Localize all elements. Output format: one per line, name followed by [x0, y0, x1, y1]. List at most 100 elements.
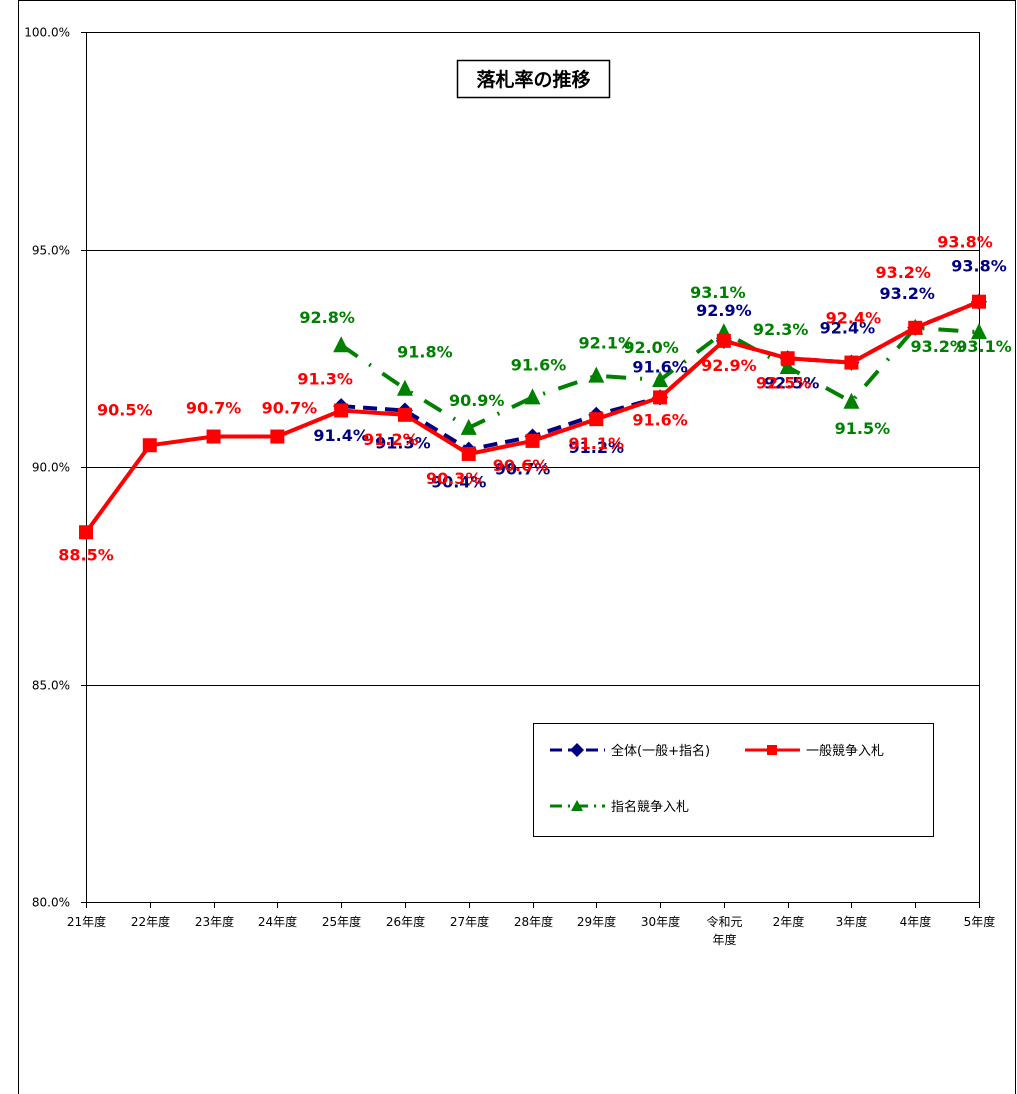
x-tick-label: 4年度: [900, 914, 932, 929]
legend-item-general: 一般競争入札: [745, 743, 884, 759]
data-label-layer: 91.4% 91.3%90.4%90.7%91.2%91.6%92.9%92.5%…: [58, 233, 1012, 565]
data-label: 91.1%: [569, 434, 625, 453]
data-point-square: [780, 351, 795, 366]
data-label: 91.6%: [632, 410, 688, 429]
x-tick-label: 令和元: [706, 914, 742, 929]
chart-title-frame: [456, 59, 611, 99]
data-point-triangle: [843, 392, 860, 409]
legend-triangle-icon: [571, 800, 583, 811]
legend-diamond-icon: [570, 743, 584, 757]
data-label: 88.5%: [58, 545, 114, 564]
data-label: 93.1%: [956, 337, 1012, 356]
data-label: 90.6%: [493, 456, 549, 475]
data-label: 90.7%: [186, 399, 242, 418]
data-label: 91.6%: [511, 355, 567, 374]
y-tick-label: 95.0%: [32, 244, 70, 258]
data-point-triangle: [460, 418, 477, 435]
data-label: 93.2%: [910, 337, 966, 356]
data-label: 91.2%: [363, 430, 419, 449]
data-label: 91.6%: [632, 357, 688, 376]
data-label: 90.5%: [97, 400, 153, 419]
data-point-square: [270, 429, 285, 444]
y-tick-label: 100.0%: [24, 26, 70, 40]
x-tick-label: 年度: [712, 932, 736, 947]
x-tick-label: 22年度: [131, 914, 170, 929]
data-label: 91.4%: [313, 426, 369, 445]
series-layer: [79, 293, 987, 540]
data-label: 91.8%: [397, 343, 453, 362]
data-point-square: [908, 320, 923, 335]
x-tick-label: 24年度: [258, 914, 297, 929]
data-label: 92.5%: [756, 373, 812, 392]
y-tick-label: 80.0%: [32, 896, 70, 910]
data-label: 92.3%: [753, 320, 809, 339]
x-tick-label: 23年度: [195, 914, 234, 929]
data-label: 92.9%: [696, 301, 752, 320]
data-point-square: [589, 412, 604, 427]
data-point-square: [334, 403, 349, 418]
data-point-triangle: [333, 336, 350, 353]
x-tick-label: 3年度: [836, 914, 868, 929]
legend-item-designated: 指名競争入札: [550, 799, 689, 815]
series-1: [79, 294, 986, 540]
data-point-triangle: [588, 366, 605, 383]
data-label: 93.1%: [690, 283, 746, 302]
data-label: 90.7%: [262, 399, 318, 418]
data-point-triangle: [971, 323, 987, 340]
x-tick-label: 30年度: [641, 914, 680, 929]
x-tick-label: 5年度: [964, 914, 996, 929]
data-label: 92.0%: [623, 338, 679, 357]
legend-frame: [533, 723, 934, 837]
data-label: 91.3%: [375, 433, 431, 452]
legend: 全体(一般+指名) 一般競争入札 指名競争入札: [533, 723, 934, 837]
data-point-square: [142, 438, 157, 453]
data-point-square: [844, 355, 859, 370]
legend-square-icon: [767, 745, 777, 755]
legend-item-overall: 全体(一般+指名): [550, 743, 710, 759]
data-label: 93.8%: [937, 233, 993, 252]
data-point-square: [972, 294, 986, 309]
data-label: 90.4%: [431, 473, 487, 492]
legend-label-designated: 指名競争入札: [611, 799, 689, 815]
chart-title-box: 落札率の推移: [456, 59, 611, 99]
chart-area-border: [18, 0, 1016, 1094]
data-point-triangle: [779, 357, 796, 374]
legend-label-general: 一般競争入札: [806, 743, 884, 759]
x-tick-label: 2年度: [773, 914, 805, 929]
x-tick-label: 21年度: [67, 914, 106, 929]
data-label: 90.3%: [426, 469, 482, 488]
data-label: 92.9%: [701, 356, 757, 375]
data-label: 91.3%: [297, 369, 353, 388]
data-label: 92.1%: [579, 334, 635, 353]
chart-title: 落札率の推移: [476, 68, 590, 91]
data-label: 91.2%: [569, 438, 625, 457]
data-point-square: [525, 433, 540, 448]
data-point-triangle: [396, 379, 413, 396]
data-point-triangle: [652, 371, 669, 387]
x-tick-label: 25年度: [322, 914, 361, 929]
data-point-square: [397, 407, 412, 422]
y-tick-label: 85.0%: [32, 679, 70, 693]
data-point-square: [653, 390, 668, 405]
legend-label-overall: 全体(一般+指名): [611, 743, 710, 759]
data-point-triangle: [524, 388, 541, 405]
data-label: 92.5%: [764, 373, 820, 392]
data-point-square: [79, 525, 93, 540]
data-label: 93.2%: [875, 263, 931, 282]
data-label: 93.2%: [879, 284, 935, 303]
data-label: 91.5%: [835, 419, 891, 438]
data-label: 93.8%: [951, 257, 1007, 276]
data-point-square: [716, 333, 731, 348]
x-tick-label: 29年度: [577, 914, 616, 929]
x-tick-label: 27年度: [450, 914, 489, 929]
x-tick-label: 26年度: [386, 914, 425, 929]
y-tick-label: 90.0%: [32, 461, 70, 475]
data-label: 92.4%: [820, 319, 876, 338]
data-point-square: [206, 429, 221, 444]
data-label: 92.8%: [299, 308, 355, 327]
data-label: 92.4%: [826, 309, 882, 328]
data-label: 90.7%: [495, 460, 551, 479]
data-label: 90.9%: [449, 391, 505, 410]
